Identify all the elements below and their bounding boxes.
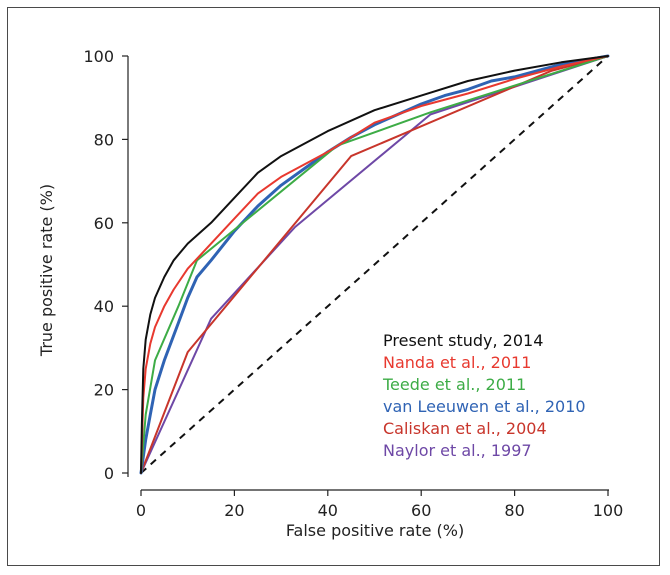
x-tick-label: 20	[224, 501, 244, 520]
series-line-2	[140, 55, 609, 474]
x-tick-label: 0	[136, 501, 146, 520]
y-tick-label: 80	[94, 130, 114, 149]
y-axis-label: True positive rate (%)	[37, 184, 56, 357]
x-axis-label: False positive rate (%)	[286, 521, 464, 540]
plot-area	[139, 54, 610, 475]
roc-chart: 0 20 40 60 80 100 0 20 40 60 80 100 False positive …	[37, 47, 623, 540]
legend-entry: Caliskan et al., 2004	[383, 419, 547, 438]
chart-frame: 0 20 40 60 80 100 0 20 40 60 80 100 False positive …	[7, 7, 660, 566]
x-tick-label: 100	[593, 501, 624, 520]
legend-entry: Present study, 2014	[383, 331, 543, 350]
y-tick-label: 100	[83, 47, 114, 66]
legend-entry: Teede et al., 2011	[382, 375, 526, 394]
series-line-4	[140, 55, 609, 474]
x-tick-label: 60	[411, 501, 431, 520]
x-tick-label: 40	[318, 501, 338, 520]
axes	[122, 55, 609, 496]
ticks	[122, 55, 609, 496]
tick-labels: 0 20 40 60 80 100 0 20 40 60 80 100	[83, 47, 623, 520]
legend: Present study, 2014 Nanda et al., 2011 Tee…	[382, 331, 586, 460]
series-line-1	[140, 55, 609, 474]
y-tick-label: 60	[94, 214, 114, 233]
series-line-0	[140, 55, 609, 474]
legend-entry: Naylor et al., 1997	[383, 441, 532, 460]
legend-entry: Nanda et al., 2011	[383, 353, 531, 372]
series-line-5	[140, 55, 609, 474]
legend-entry: van Leeuwen et al., 2010	[383, 397, 586, 416]
y-tick-label: 0	[104, 464, 114, 483]
y-tick-label: 20	[94, 381, 114, 400]
chance-diagonal-line	[140, 55, 609, 474]
y-tick-label: 40	[94, 297, 114, 316]
x-tick-label: 80	[504, 501, 524, 520]
series-line-3	[139, 54, 610, 475]
